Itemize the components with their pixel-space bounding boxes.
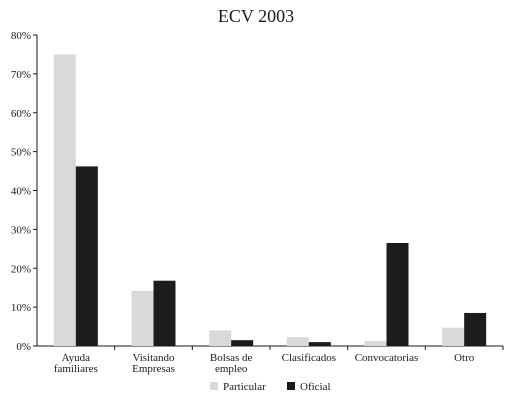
x-category-label: Otro bbox=[454, 352, 475, 364]
y-tick-label: 20% bbox=[11, 263, 31, 275]
legend-swatch-oficial bbox=[287, 382, 295, 390]
x-category-label: Visitando bbox=[132, 352, 175, 364]
x-category-label: Clasificados bbox=[282, 352, 336, 364]
legend-label-oficial: Oficial bbox=[300, 381, 331, 393]
y-tick-label: 30% bbox=[11, 224, 31, 236]
bar-oficial-5 bbox=[464, 312, 487, 346]
bar-oficial-4 bbox=[386, 242, 409, 346]
bar-particular-0 bbox=[53, 54, 76, 346]
y-tick-label: 80% bbox=[11, 30, 31, 42]
legend-swatch-particular bbox=[210, 382, 218, 390]
y-tick-label: 10% bbox=[11, 302, 31, 314]
bar-particular-3 bbox=[286, 337, 309, 346]
bar-oficial-3 bbox=[308, 342, 331, 346]
x-category-label: familiares bbox=[54, 363, 98, 375]
legend-label-particular: Particular bbox=[223, 381, 266, 393]
y-tick-label: 60% bbox=[11, 108, 31, 120]
x-category-label: empleo bbox=[215, 363, 248, 375]
chart-axes bbox=[36, 35, 503, 347]
x-category-label: Bolsas de bbox=[210, 352, 253, 364]
x-category-label: Convocatorias bbox=[355, 352, 419, 364]
y-tick-label: 40% bbox=[11, 186, 31, 198]
y-tick-label: 50% bbox=[11, 147, 31, 159]
x-category-label: Ayuda bbox=[62, 352, 90, 364]
chart-bars bbox=[53, 54, 487, 346]
y-axis-ticks: 0% 10% 20% 30% 40% 50% 60% 70% 80% bbox=[11, 30, 37, 353]
bar-particular-5 bbox=[442, 327, 465, 346]
bar-oficial-1 bbox=[153, 280, 176, 346]
chart-legend: Particular Oficial bbox=[210, 381, 331, 393]
y-tick-label: 0% bbox=[16, 341, 31, 353]
bar-oficial-0 bbox=[75, 166, 98, 346]
y-tick-label: 70% bbox=[11, 69, 31, 81]
bar-particular-1 bbox=[131, 290, 154, 346]
x-category-label: Empresas bbox=[132, 363, 175, 375]
bar-particular-4 bbox=[364, 340, 387, 346]
bar-oficial-2 bbox=[231, 340, 254, 346]
chart-title: ECV 2003 bbox=[218, 6, 294, 26]
bar-particular-2 bbox=[209, 330, 232, 346]
